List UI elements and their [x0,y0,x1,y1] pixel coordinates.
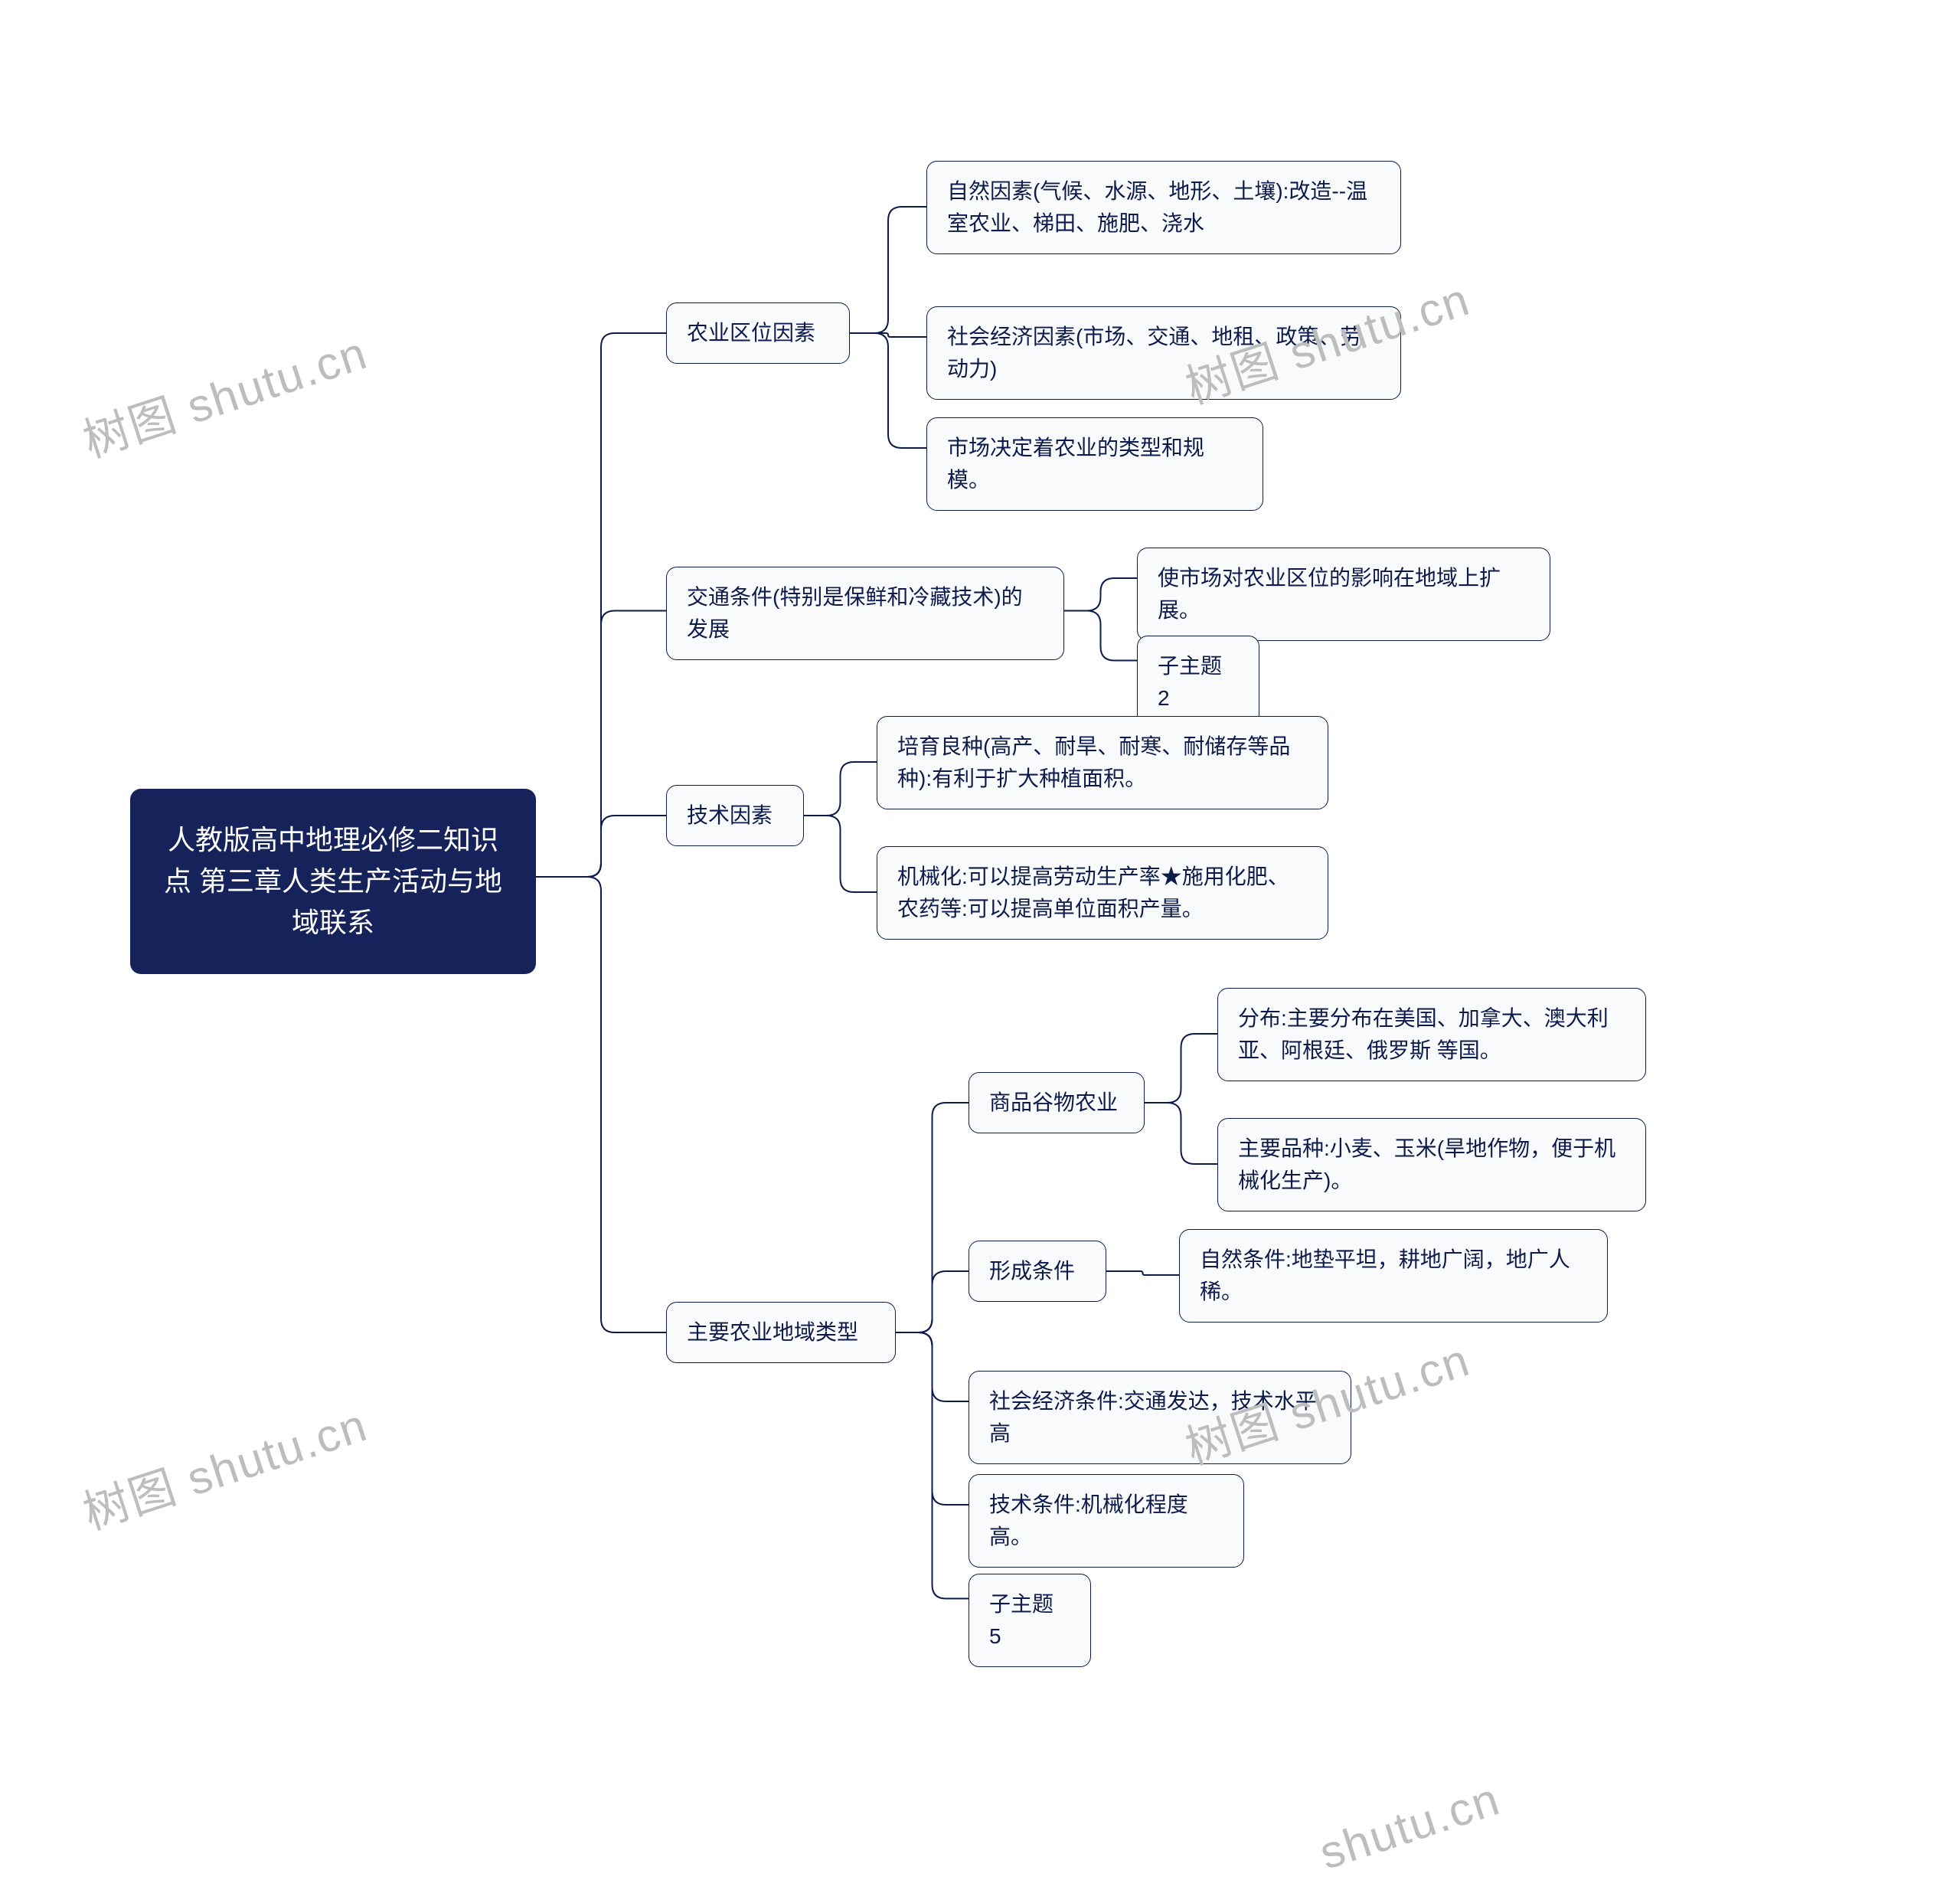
connector [536,877,666,1332]
level1-node: 技术因素 [666,785,804,846]
connector [804,762,877,816]
level2-node: 社会经济因素(市场、交通、地租、政策、劳动力) [926,306,1401,400]
connector [1106,1271,1179,1275]
connector [536,333,666,877]
connector [1064,611,1137,661]
root-node: 人教版高中地理必修二知识点 第三章人类生产活动与地域联系 [130,789,536,974]
connector [804,816,877,892]
level3-node: 自然条件:地垫平坦，耕地广阔，地广人稀。 [1179,1229,1608,1323]
level1-node: 主要农业地域类型 [666,1302,896,1363]
level2-node: 形成条件 [969,1241,1106,1302]
level2-node: 技术条件:机械化程度高。 [969,1474,1244,1568]
connector [1064,578,1137,611]
connector [896,1332,969,1401]
connector [1145,1103,1217,1164]
connector [896,1332,969,1599]
level2-node: 培育良种(高产、耐旱、耐寒、耐储存等品种):有利于扩大种植面积。 [877,716,1328,809]
level3-node: 主要品种:小麦、玉米(旱地作物，便于机械化生产)。 [1217,1118,1646,1211]
level2-node: 使市场对农业区位的影响在地域上扩展。 [1137,548,1550,641]
level2-node: 商品谷物农业 [969,1072,1145,1133]
connector [1145,1034,1217,1103]
watermark-text: 树图 shutu.cn [74,316,375,471]
connector [850,333,926,448]
level2-node: 社会经济条件:交通发达，技术水平高 [969,1371,1351,1464]
connector [896,1332,969,1505]
level2-node: 自然因素(气候、水源、地形、土壤):改造--温室农业、梯田、施肥、浇水 [926,161,1401,254]
connector [896,1103,969,1332]
level2-node: 市场决定着农业的类型和规模。 [926,417,1263,511]
level2-node: 子主题 2 [1137,636,1259,729]
connector [850,207,926,333]
level2-node: 机械化:可以提高劳动生产率★施用化肥、农药等:可以提高单位面积产量。 [877,846,1328,940]
connector [536,816,666,877]
connector [896,1271,969,1332]
watermark-text: 树图 shutu.cn [74,1388,375,1543]
level1-node: 农业区位因素 [666,302,850,364]
level3-node: 分布:主要分布在美国、加拿大、澳大利亚、阿根廷、俄罗斯 等国。 [1217,988,1646,1081]
connector [536,611,666,878]
connector [850,333,926,337]
level1-node: 交通条件(特别是保鲜和冷藏技术)的发展 [666,567,1064,660]
level2-node: 子主题 5 [969,1574,1091,1667]
